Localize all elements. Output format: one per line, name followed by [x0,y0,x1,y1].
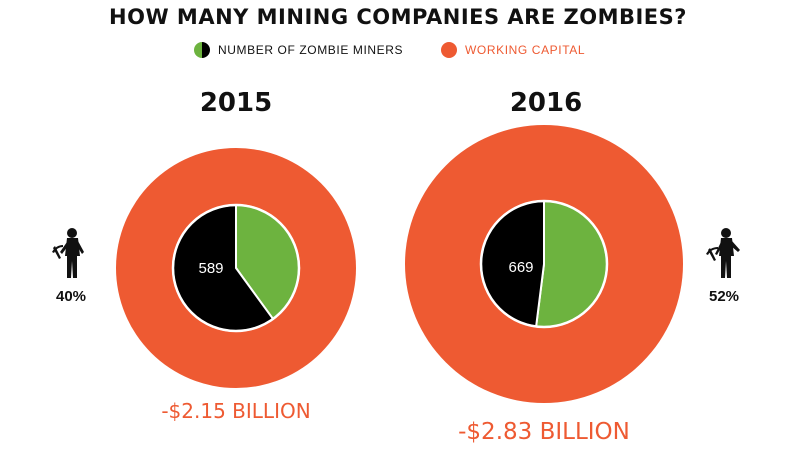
zombie-share-2016: 52% [708,288,740,305]
zombie-share-2015: 40% [55,288,87,305]
zombie-miner-icon [706,228,740,278]
working-capital-label-2015: -$2.15 BILLION [161,399,311,423]
legend-item-working-capital: WORKING CAPITAL [441,40,585,60]
half-green-black-dot-icon [194,42,210,58]
legend-label-zombie-miners: NUMBER OF ZOMBIE MINERS [218,43,404,57]
company-count-2015: 589 [198,260,223,277]
orange-dot-icon [441,42,457,58]
year-label-2015: 2015 [199,88,273,118]
pie-border-2016 [479,199,609,329]
chart-title: HOW MANY MINING COMPANIES ARE ZOMBIES? [109,5,687,29]
pie-border-2015 [171,203,301,333]
year-label-2016: 2016 [509,88,583,118]
legend-label-working-capital: WORKING CAPITAL [465,43,586,57]
zombie-pie-2016 [479,199,609,329]
working-capital-label-2016: -$2.83 BILLION [458,419,630,445]
legend: NUMBER OF ZOMBIE MINERS WORKING CAPITAL [0,40,796,60]
zombie-pie-2015 [171,203,301,333]
legend-item-zombie-miners: NUMBER OF ZOMBIE MINERS [194,40,403,60]
company-count-2016: 669 [508,259,533,276]
zombie-miner-icon [52,228,84,278]
